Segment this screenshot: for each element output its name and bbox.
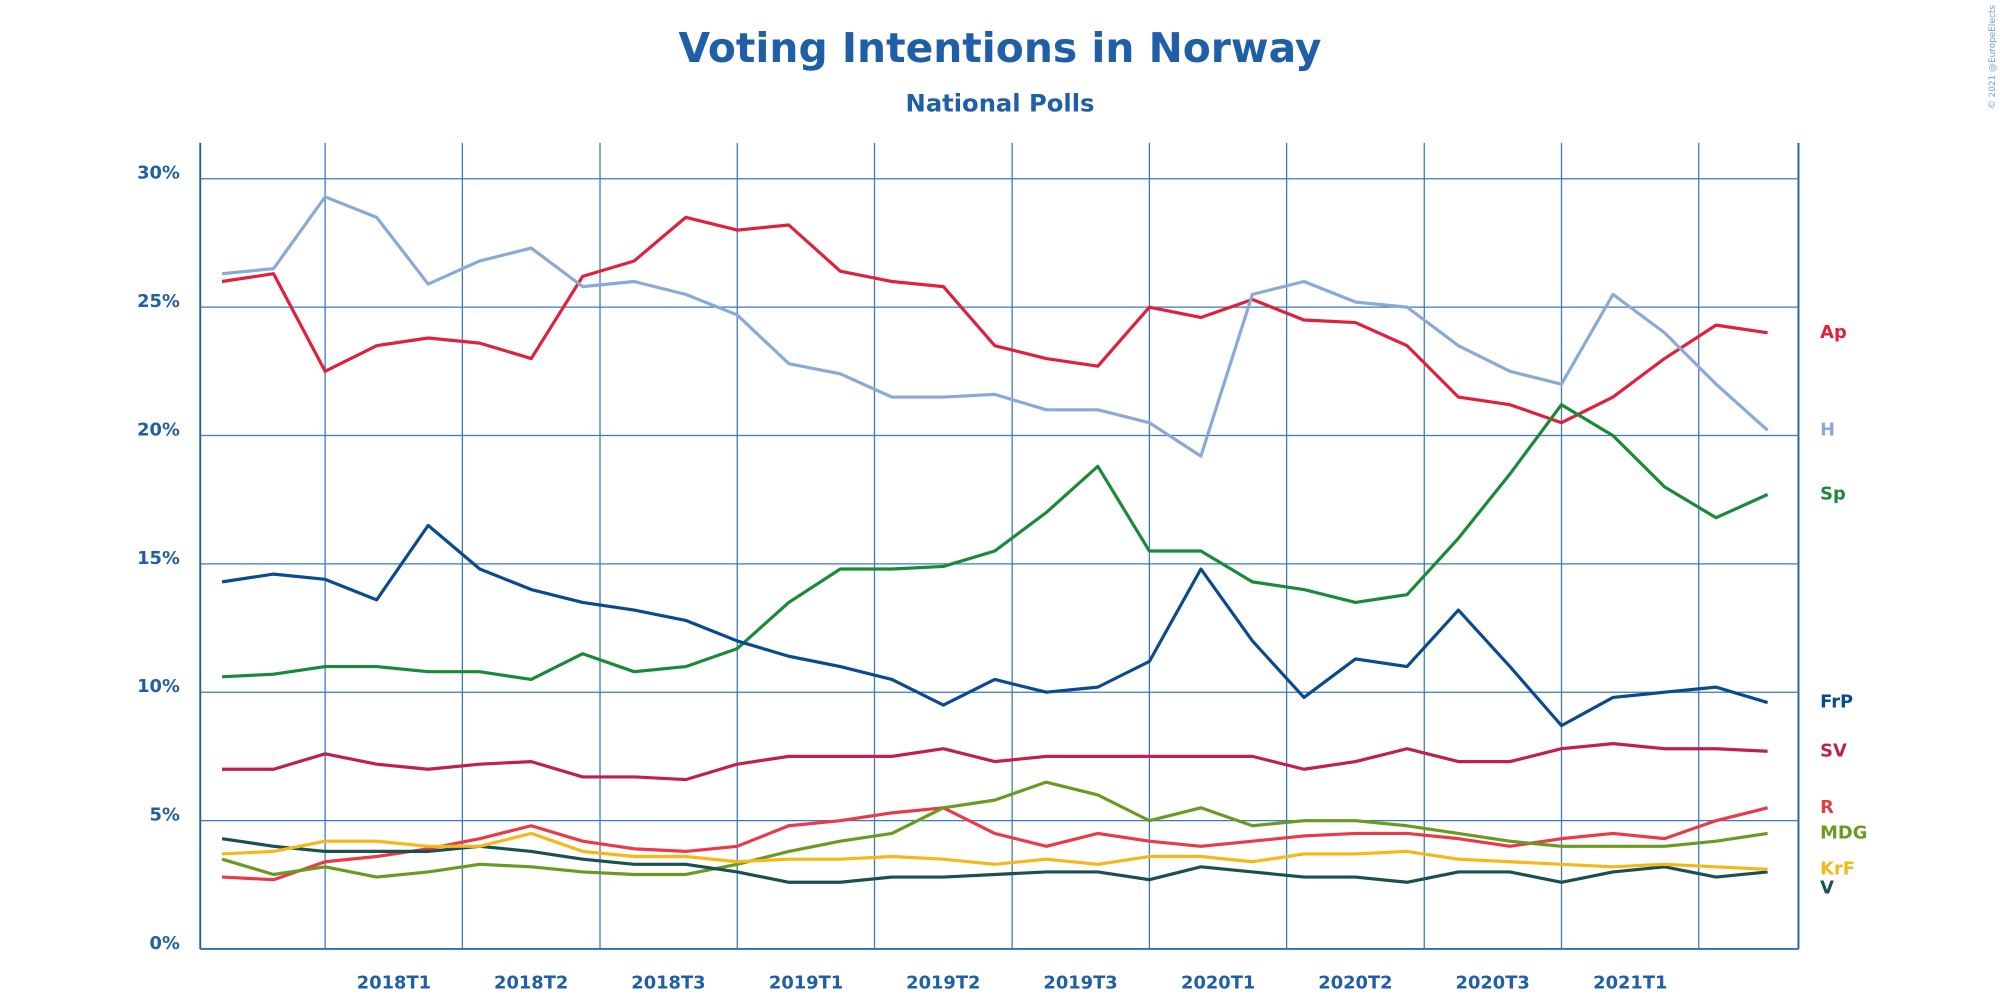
chart-subtitle: National Polls	[906, 90, 1095, 118]
x-tick-label: 2019T2	[906, 972, 980, 993]
legend-label: MDG	[1820, 822, 1867, 843]
credit: © 2021 @EuropeElects	[1988, 5, 1998, 109]
series-line	[221, 523, 1769, 728]
legend-label: KrF	[1820, 858, 1855, 879]
legend-label: H	[1820, 419, 1835, 440]
series-line	[221, 780, 1768, 879]
y-tick-label: 0%	[150, 933, 180, 954]
x-tick-label: 2019T1	[769, 972, 843, 993]
y-tick-label: 10%	[137, 676, 180, 697]
legend-label: SV	[1820, 740, 1847, 761]
y-tick-label: 30%	[137, 163, 180, 184]
series-line	[222, 742, 1768, 782]
series-line	[221, 215, 1768, 425]
x-tick-label: 2020T1	[1181, 972, 1255, 993]
legend-label: FrP	[1820, 692, 1853, 713]
x-tick-label: 2020T3	[1456, 972, 1530, 993]
x-tick-label: 2018T1	[357, 972, 431, 993]
series-line	[221, 831, 1768, 871]
legend-label: R	[1820, 797, 1834, 818]
x-tick-label: 2019T3	[1043, 972, 1117, 993]
x-tick-label: 2018T3	[631, 972, 705, 993]
legend-label: Sp	[1820, 484, 1846, 505]
legend-label: Ap	[1820, 322, 1847, 343]
x-tick-label: 2021T1	[1593, 972, 1667, 993]
y-tick-label: 15%	[137, 548, 180, 569]
y-tick-label: 25%	[137, 291, 180, 312]
y-tick-label: 20%	[137, 419, 180, 440]
legend-label: V	[1820, 878, 1834, 899]
chart-title: Voting Intentions in Norway	[679, 24, 1322, 72]
x-tick-label: 2018T2	[494, 972, 568, 993]
y-tick-label: 5%	[150, 805, 180, 826]
series-line	[221, 806, 1768, 882]
series-line	[221, 403, 1769, 682]
x-tick-label: 2020T2	[1318, 972, 1392, 993]
series-line	[221, 195, 1769, 458]
